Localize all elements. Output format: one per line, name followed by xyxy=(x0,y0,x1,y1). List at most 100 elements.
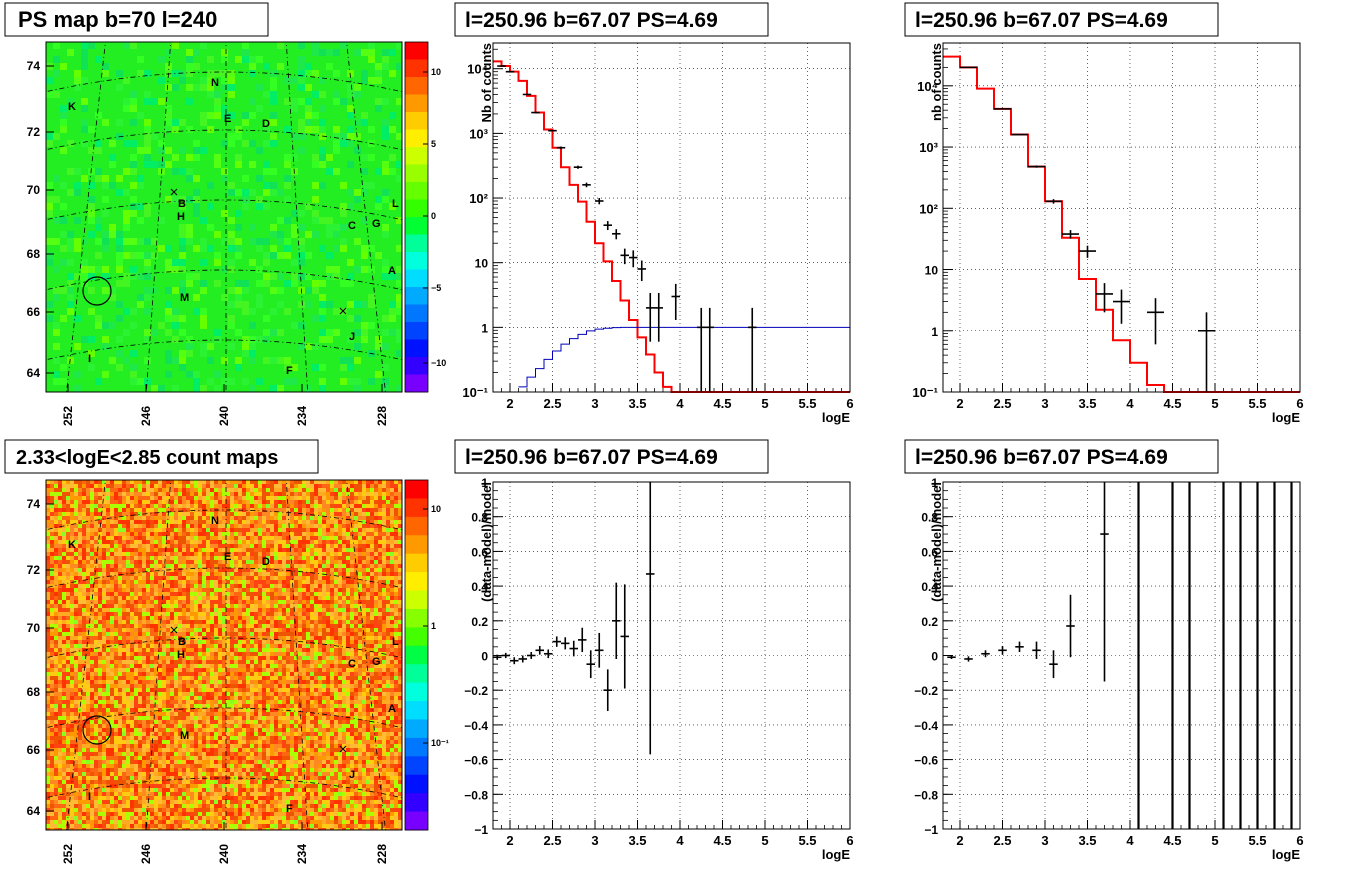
map-pixel xyxy=(182,596,186,600)
map-pixel xyxy=(114,532,118,536)
map-pixel xyxy=(78,496,82,500)
map-pixel xyxy=(270,133,277,140)
map-pixel xyxy=(114,696,118,700)
map-pixel xyxy=(134,736,138,740)
map-pixel xyxy=(126,536,130,540)
map-pixel xyxy=(158,716,162,720)
map-pixel xyxy=(222,652,226,656)
map-pixel xyxy=(134,744,138,748)
map-pixel xyxy=(74,620,78,624)
map-pixel xyxy=(142,748,146,752)
map-pixel xyxy=(130,560,134,564)
map-pixel xyxy=(198,556,202,560)
map-pixel xyxy=(130,636,134,640)
map-pixel xyxy=(116,350,123,357)
map-pixel xyxy=(256,105,263,112)
map-pixel xyxy=(46,508,50,512)
map-pixel xyxy=(62,560,66,564)
map-pixel xyxy=(186,154,193,161)
map-pixel xyxy=(151,329,158,336)
map-pixel xyxy=(70,608,74,612)
map-pixel xyxy=(110,712,114,716)
map-pixel xyxy=(46,133,53,140)
map-pixel xyxy=(178,592,182,596)
map-pixel xyxy=(154,508,158,512)
map-pixel xyxy=(228,182,235,189)
map-pixel xyxy=(172,336,179,343)
map-pixel xyxy=(62,632,66,636)
map-pixel xyxy=(178,780,182,784)
map-pixel xyxy=(354,266,361,273)
map-pixel xyxy=(174,768,178,772)
map-pixel xyxy=(194,628,198,632)
map-pixel xyxy=(170,808,174,812)
map-pixel xyxy=(58,636,62,640)
map-pixel xyxy=(202,676,206,680)
map-pixel xyxy=(86,668,90,672)
map-pixel xyxy=(166,600,170,604)
map-pixel xyxy=(70,628,74,632)
map-pixel xyxy=(62,688,66,692)
map-pixel xyxy=(207,56,214,63)
map-pixel xyxy=(214,812,218,816)
map-pixel xyxy=(162,584,166,588)
map-pixel xyxy=(134,680,138,684)
map-pixel xyxy=(319,378,326,385)
map-pixel xyxy=(94,732,98,736)
map-pixel xyxy=(82,616,86,620)
map-pixel xyxy=(174,520,178,524)
map-pixel xyxy=(114,724,118,728)
map-pixel xyxy=(228,91,235,98)
map-pixel xyxy=(78,628,82,632)
map-pixel xyxy=(122,560,126,564)
map-pixel xyxy=(146,748,150,752)
map-pixel xyxy=(291,378,298,385)
map-pixel xyxy=(218,736,222,740)
map-pixel xyxy=(198,592,202,596)
map-pixel xyxy=(50,664,54,668)
map-pixel xyxy=(62,784,66,788)
map-pixel xyxy=(62,732,66,736)
map-pixel xyxy=(126,512,130,516)
map-pixel xyxy=(98,568,102,572)
map-pixel xyxy=(166,544,170,548)
map-pixel xyxy=(118,532,122,536)
map-pixel xyxy=(90,552,94,556)
map-pixel xyxy=(190,712,194,716)
map-pixel xyxy=(62,708,66,712)
map-pixel xyxy=(150,816,154,820)
map-pixel xyxy=(144,98,151,105)
map-pixel xyxy=(206,700,210,704)
map-pixel xyxy=(138,564,142,568)
map-pixel xyxy=(361,154,368,161)
map-pixel xyxy=(46,91,53,98)
map-pixel xyxy=(70,560,74,564)
map-pixel xyxy=(90,604,94,608)
map-pixel xyxy=(340,357,347,364)
map-pixel xyxy=(198,744,202,748)
map-pixel xyxy=(158,580,162,584)
map-pixel xyxy=(60,315,67,322)
map-pixel xyxy=(102,776,106,780)
map-pixel xyxy=(94,692,98,696)
map-pixel xyxy=(361,77,368,84)
map-pixel xyxy=(110,572,114,576)
map-pixel xyxy=(151,210,158,217)
map-pixel xyxy=(154,636,158,640)
map-pixel xyxy=(46,676,50,680)
map-pixel xyxy=(202,624,206,628)
map-pixel xyxy=(158,496,162,500)
map-pixel xyxy=(194,592,198,596)
lat-tick-label: 72 xyxy=(27,125,41,139)
map-pixel xyxy=(94,592,98,596)
map-pixel xyxy=(106,588,110,592)
map-pixel xyxy=(172,266,179,273)
map-pixel xyxy=(389,154,396,161)
map-pixel xyxy=(78,808,82,812)
map-pixel xyxy=(130,788,134,792)
map-pixel xyxy=(66,608,70,612)
map-pixel xyxy=(214,536,218,540)
map-pixel xyxy=(114,784,118,788)
map-pixel xyxy=(214,688,218,692)
map-pixel xyxy=(98,816,102,820)
